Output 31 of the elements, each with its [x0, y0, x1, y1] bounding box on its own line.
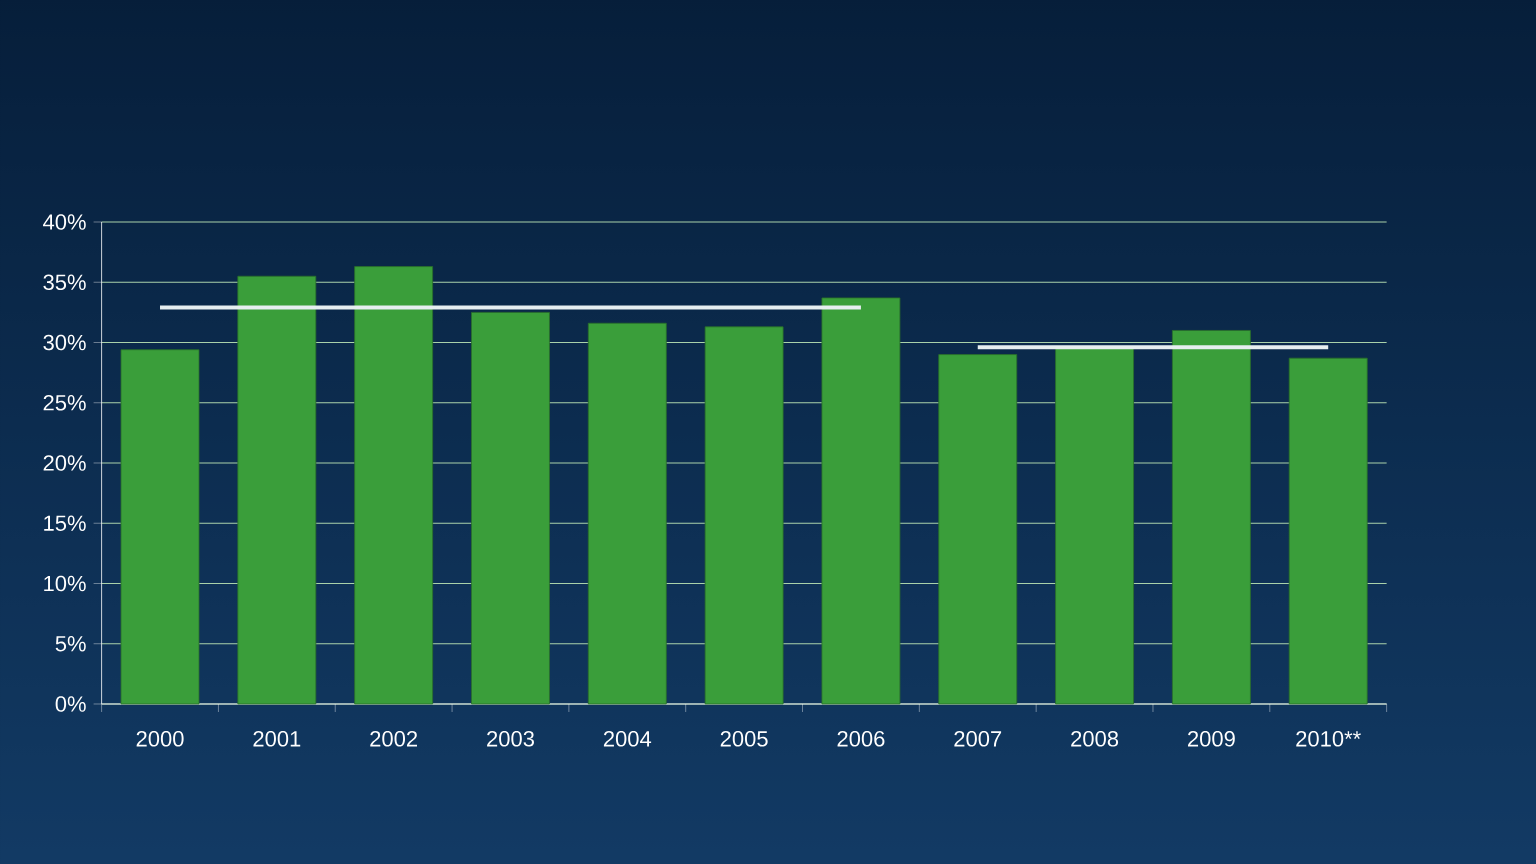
x-tick-label: 2008 — [1071, 731, 1119, 747]
x-tick-label: 2007 — [954, 731, 1002, 747]
y-tick-label: 40% — [43, 214, 86, 230]
y-tick-label: 25% — [43, 394, 86, 411]
bar — [1288, 357, 1368, 705]
x-tick-label: 2003 — [487, 731, 534, 747]
x-tick-label: 2002 — [370, 731, 417, 747]
bar — [587, 322, 667, 705]
y-tick-label: 35% — [43, 274, 86, 291]
x-tick-label: 2010** — [1296, 731, 1361, 747]
x-tick-label: 2004 — [603, 731, 652, 747]
bar — [821, 297, 901, 705]
bar — [354, 266, 434, 705]
bar — [237, 275, 317, 705]
y-tick-label: 0% — [55, 696, 86, 712]
y-tick-label: 15% — [44, 515, 86, 531]
bar — [1171, 330, 1251, 705]
bar — [471, 311, 550, 705]
bar — [938, 354, 1018, 705]
y-tick-label: 10% — [44, 575, 86, 592]
x-tick-label: 2001 — [253, 731, 301, 747]
y-tick-label: 30% — [43, 334, 86, 351]
y-tick-label: 5% — [55, 636, 86, 652]
bar — [704, 326, 784, 705]
x-tick-label: 2005 — [720, 731, 768, 747]
y-tick-label: 20% — [43, 455, 86, 471]
x-tick-label: 2009 — [1188, 731, 1235, 747]
bar — [120, 349, 200, 705]
x-tick-label: 2006 — [837, 731, 885, 747]
bar — [1055, 346, 1134, 705]
x-tick-label: 2000 — [136, 731, 184, 747]
